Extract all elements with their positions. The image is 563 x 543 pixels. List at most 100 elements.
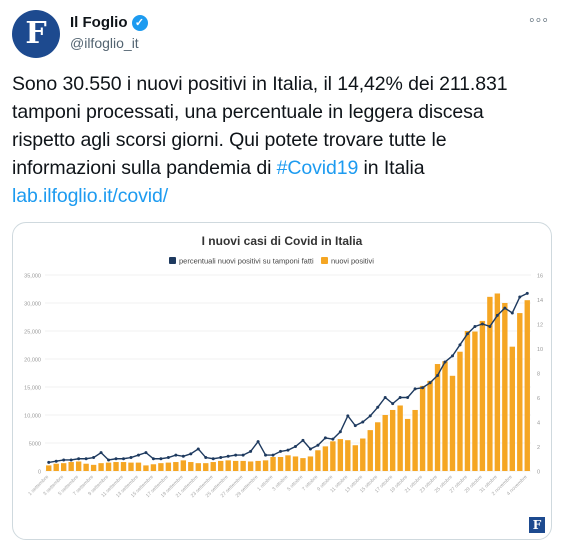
bar (210, 462, 216, 471)
percent-point (54, 459, 58, 463)
bar (397, 405, 403, 471)
tweet-text: Sono 30.550 i nuovi positivi in Italia, … (12, 70, 552, 210)
percent-point (84, 457, 88, 461)
percent-point (211, 457, 215, 461)
percent-point (122, 457, 126, 461)
y2-tick-label: 12 (537, 323, 543, 329)
legend-swatch-positive (321, 257, 328, 264)
percent-point (189, 452, 193, 456)
bar (367, 430, 373, 471)
avatar[interactable]: F (12, 10, 60, 58)
percent-point (92, 456, 96, 460)
bar (270, 457, 276, 471)
bar (307, 456, 314, 471)
y-tick-label: 20,000 (24, 358, 41, 364)
bar (150, 464, 157, 471)
bar (173, 462, 179, 471)
bar (494, 293, 501, 471)
account-handle[interactable]: @ilfoglio_it (70, 35, 139, 51)
bar (61, 463, 67, 471)
percent-point (331, 437, 335, 441)
bar (232, 460, 239, 471)
bar (128, 462, 134, 471)
percent-point (383, 396, 387, 399)
legend-label-positive: nuovi positivi (331, 257, 374, 266)
percent-point (353, 424, 357, 428)
percent-point (196, 447, 200, 451)
percent-point (271, 453, 275, 457)
percent-point (368, 414, 372, 418)
percent-point (510, 311, 514, 315)
percent-point (129, 456, 133, 460)
percent-point (174, 453, 178, 457)
bar (285, 455, 291, 471)
bar (113, 462, 119, 471)
percent-point (204, 456, 208, 460)
percent-point (413, 387, 417, 391)
bar (300, 458, 306, 471)
bar (419, 385, 426, 471)
bar (180, 460, 187, 471)
bar (135, 462, 142, 471)
account-name[interactable]: Il Foglio ✓ (70, 14, 148, 31)
bar (120, 462, 127, 471)
percent-point (443, 360, 447, 364)
chart-card[interactable]: I nuovi casi di Covid in Italia percentua… (12, 222, 552, 540)
bar (389, 409, 396, 471)
percent-point (301, 438, 305, 442)
percent-point (458, 343, 462, 347)
bar (517, 313, 523, 471)
percent-point (166, 456, 170, 460)
percent-point (346, 414, 350, 418)
percent-point (406, 396, 410, 399)
percent-point (99, 451, 103, 455)
bar (404, 418, 411, 471)
bar (53, 463, 59, 471)
bar (240, 460, 246, 471)
percent-point (264, 453, 268, 457)
bar (247, 461, 254, 471)
bar (255, 460, 261, 471)
percent-point (219, 456, 223, 460)
percent-point (286, 448, 290, 452)
bar (90, 464, 97, 471)
percent-point (279, 449, 283, 453)
y-tick-label: 35,000 (24, 274, 41, 280)
bar (509, 346, 515, 471)
bar (330, 441, 336, 471)
percent-point (503, 306, 507, 310)
percent-point (450, 354, 454, 358)
chart-title: I nuovi casi di Covid in Italia (202, 234, 363, 248)
y2-tick-label: 0 (537, 470, 540, 476)
percent-point (338, 430, 342, 434)
y2-tick-label: 6 (537, 396, 540, 402)
article-link[interactable]: lab.ilfoglio.it/covid/ (12, 185, 169, 207)
display-name[interactable]: Il Foglio (70, 14, 128, 31)
hashtag-link[interactable]: #Covid19 (276, 157, 359, 179)
y2-tick-label: 14 (537, 298, 543, 304)
percent-point (525, 291, 529, 295)
bar (464, 331, 471, 471)
bar (472, 331, 478, 471)
covid-chart: I nuovi casi di Covid in Italia percentua… (24, 234, 543, 499)
verified-badge-icon: ✓ (131, 14, 148, 31)
bar (68, 462, 74, 471)
percent-point (518, 295, 522, 299)
percent-point (421, 386, 425, 390)
more-options-icon[interactable]: ◦◦◦ (528, 12, 549, 29)
bar (315, 450, 321, 471)
bar (105, 462, 112, 471)
y2-tick-label: 4 (537, 421, 540, 427)
percent-point (308, 447, 312, 451)
percent-line (48, 292, 528, 464)
bar (360, 438, 366, 471)
bar (83, 463, 89, 471)
y-tick-label: 30,000 (24, 302, 41, 308)
percent-point (361, 420, 365, 424)
bar (412, 409, 418, 471)
bar (98, 463, 104, 471)
percent-point (107, 458, 111, 462)
bar (158, 463, 164, 471)
bar (143, 465, 149, 471)
percent-point (151, 457, 155, 461)
